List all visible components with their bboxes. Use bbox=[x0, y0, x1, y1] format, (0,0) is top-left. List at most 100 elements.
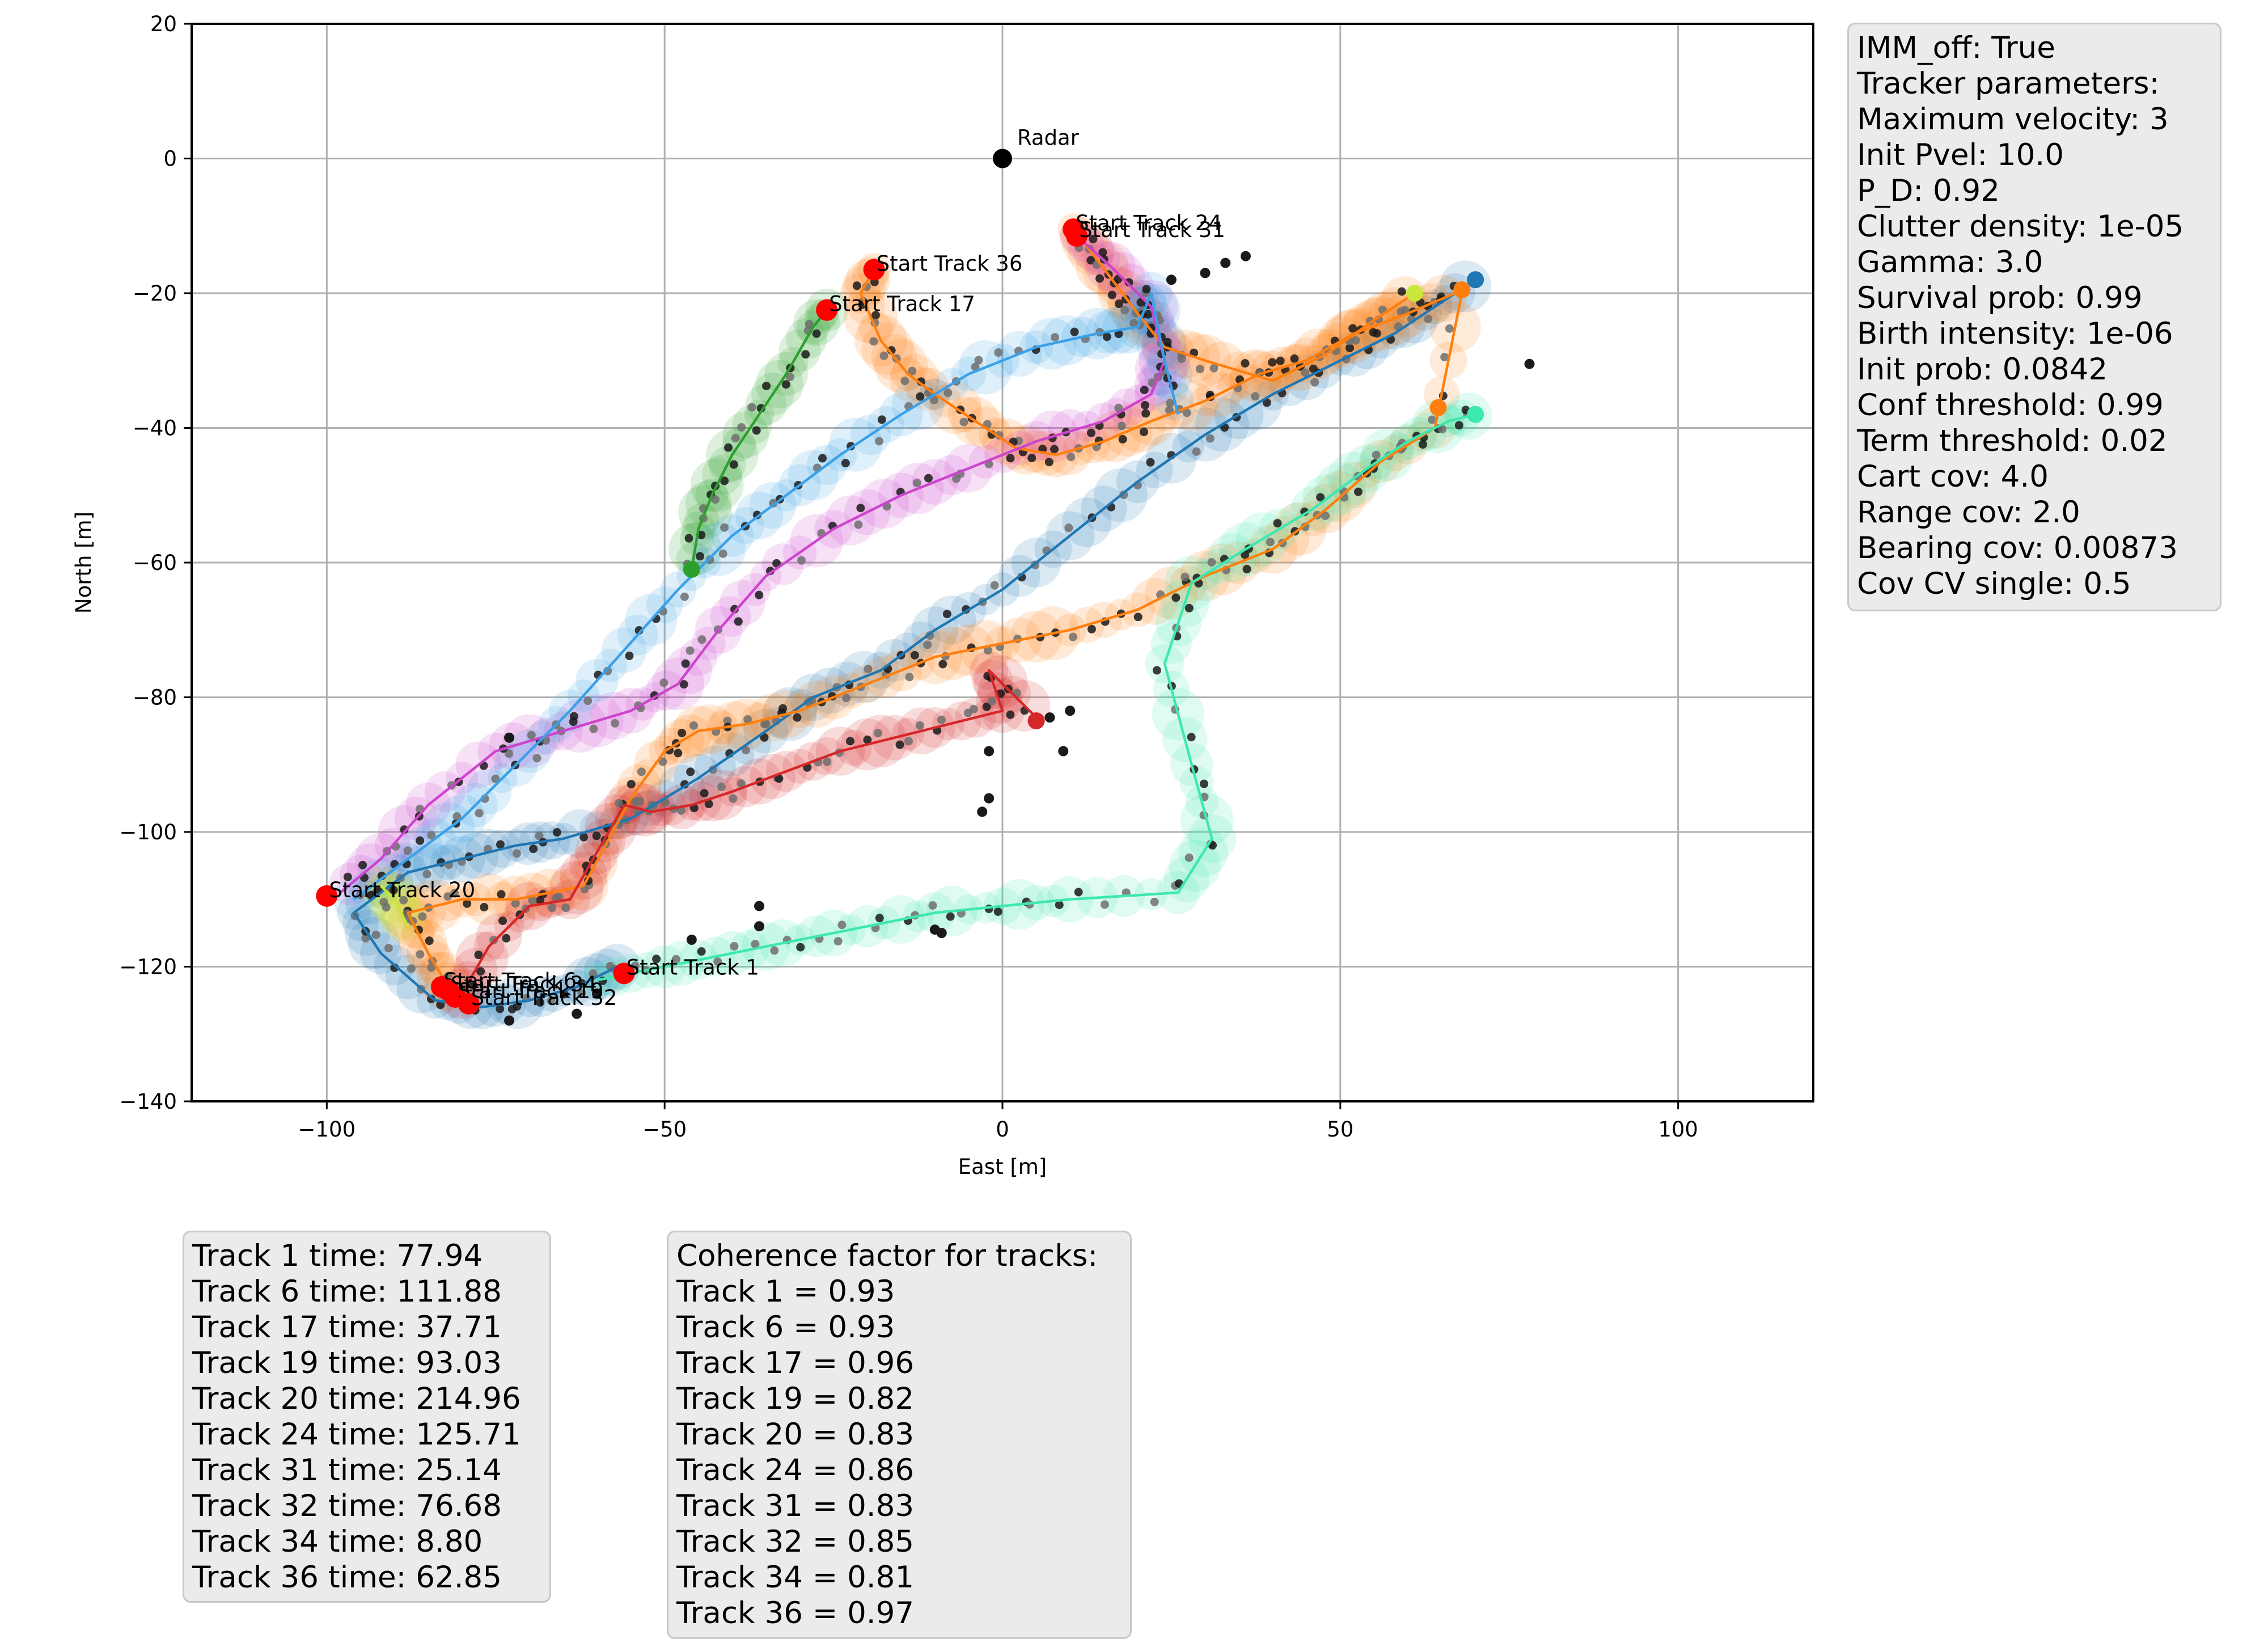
measurement-point bbox=[384, 944, 393, 953]
clutter-point bbox=[1241, 251, 1251, 261]
measurement-point bbox=[1115, 299, 1124, 309]
measurement-point bbox=[614, 799, 623, 808]
measurement-point bbox=[895, 740, 904, 749]
clutter-point bbox=[572, 1008, 582, 1019]
parameter-line: Term threshold: 0.02 bbox=[1857, 424, 2168, 458]
clutter-point bbox=[977, 806, 988, 817]
start-track-marker bbox=[1066, 225, 1088, 247]
measurement-point bbox=[711, 495, 720, 504]
x-tick-label: 0 bbox=[996, 1117, 1009, 1142]
y-tick-label: −140 bbox=[119, 1089, 177, 1114]
measurement-point bbox=[511, 899, 520, 908]
clutter-point bbox=[504, 1015, 515, 1026]
measurement-point bbox=[1102, 332, 1111, 341]
coherence-line: Track 31 = 0.83 bbox=[676, 1489, 915, 1523]
measurement-point bbox=[1397, 287, 1406, 296]
parameter-line: IMM_off: True bbox=[1857, 31, 2055, 65]
measurement-point bbox=[569, 712, 578, 721]
measurement-point bbox=[775, 774, 784, 783]
measurement-point bbox=[700, 789, 709, 798]
measurement-point bbox=[993, 907, 1002, 916]
measurement-point bbox=[751, 940, 760, 949]
measurement-point bbox=[1171, 593, 1180, 602]
measurement-point bbox=[737, 779, 746, 788]
measurement-point bbox=[1266, 538, 1275, 547]
measurement-point bbox=[863, 735, 872, 744]
measurement-point bbox=[1369, 328, 1378, 337]
track-line bbox=[859, 269, 1456, 457]
measurement-point bbox=[1118, 434, 1127, 443]
measurement-point bbox=[761, 382, 771, 391]
measurement-point bbox=[1273, 519, 1282, 528]
track-line bbox=[407, 293, 1463, 988]
measurement-point bbox=[990, 581, 999, 590]
measurement-point bbox=[1310, 378, 1319, 387]
measurement-point bbox=[1301, 368, 1310, 377]
measurement-point bbox=[952, 474, 961, 483]
measurement-point bbox=[529, 844, 538, 854]
measurement-point bbox=[943, 388, 953, 398]
measurement-point bbox=[747, 403, 756, 412]
clutter-point bbox=[754, 921, 764, 932]
measurement-point bbox=[974, 356, 983, 365]
measurement-point bbox=[1454, 421, 1463, 430]
y-tick-label: 20 bbox=[150, 12, 177, 36]
start-track-label: Start Track 34 bbox=[451, 972, 597, 996]
measurement-point bbox=[502, 933, 511, 943]
track-end-marker bbox=[1429, 399, 1447, 416]
measurement-point bbox=[418, 912, 427, 921]
measurement-point bbox=[684, 534, 693, 543]
y-tick-label: −20 bbox=[133, 281, 177, 306]
measurement-point bbox=[1150, 897, 1159, 906]
measurement-point bbox=[343, 872, 352, 881]
measurement-point bbox=[532, 754, 541, 763]
track-line bbox=[690, 309, 828, 570]
measurement-point bbox=[729, 794, 738, 803]
track-time-line: Track 32 time: 76.68 bbox=[192, 1489, 502, 1523]
x-tick-label: 50 bbox=[1327, 1117, 1353, 1142]
measurement-point bbox=[879, 351, 888, 360]
measurement-point bbox=[452, 812, 462, 821]
measurement-point bbox=[959, 417, 968, 426]
start-track-label: Start Track 17 bbox=[829, 292, 975, 316]
measurement-point bbox=[1242, 565, 1251, 574]
coherence-line: Track 19 = 0.82 bbox=[676, 1382, 915, 1416]
parameter-line: Cart cov: 4.0 bbox=[1857, 459, 2049, 494]
measurement-point bbox=[679, 680, 688, 689]
measurement-point bbox=[1027, 454, 1036, 463]
measurement-point bbox=[625, 651, 634, 660]
measurement-point bbox=[842, 694, 851, 703]
measurement-point bbox=[928, 901, 937, 910]
measurement-point bbox=[680, 592, 689, 601]
measurement-point bbox=[801, 350, 810, 359]
start-track-label: Start Track 20 bbox=[329, 878, 475, 902]
measurement-point bbox=[498, 916, 507, 926]
measurement-point bbox=[841, 459, 850, 468]
clutter-point bbox=[1058, 746, 1069, 757]
measurement-point bbox=[1070, 327, 1079, 336]
measurement-point bbox=[512, 849, 521, 858]
measurement-point bbox=[856, 504, 865, 513]
measurement-point bbox=[1086, 256, 1095, 265]
measurement-point bbox=[930, 396, 939, 405]
measurement-point bbox=[778, 704, 788, 713]
measurement-point bbox=[361, 933, 370, 943]
track-end-marker bbox=[1467, 271, 1484, 289]
measurement-point bbox=[1351, 336, 1360, 345]
y-tick-label: −100 bbox=[119, 820, 177, 844]
clutter-point bbox=[984, 746, 995, 757]
measurement-point bbox=[1141, 409, 1150, 418]
measurement-point bbox=[497, 890, 506, 899]
coherence-line: Coherence factor for tracks: bbox=[676, 1239, 1098, 1273]
measurement-point bbox=[463, 899, 472, 908]
clutter-point bbox=[1044, 712, 1055, 723]
measurement-point bbox=[689, 721, 699, 730]
track-line bbox=[352, 278, 1476, 1009]
track-time-line: Track 31 time: 25.14 bbox=[192, 1453, 502, 1488]
start-track-label: Start Track 31 bbox=[1079, 218, 1225, 242]
measurement-point bbox=[752, 426, 761, 435]
measurement-point bbox=[589, 724, 598, 733]
measurement-point bbox=[552, 828, 561, 837]
track-time-line: Track 1 time: 77.94 bbox=[192, 1239, 483, 1273]
track-line bbox=[353, 292, 1179, 901]
